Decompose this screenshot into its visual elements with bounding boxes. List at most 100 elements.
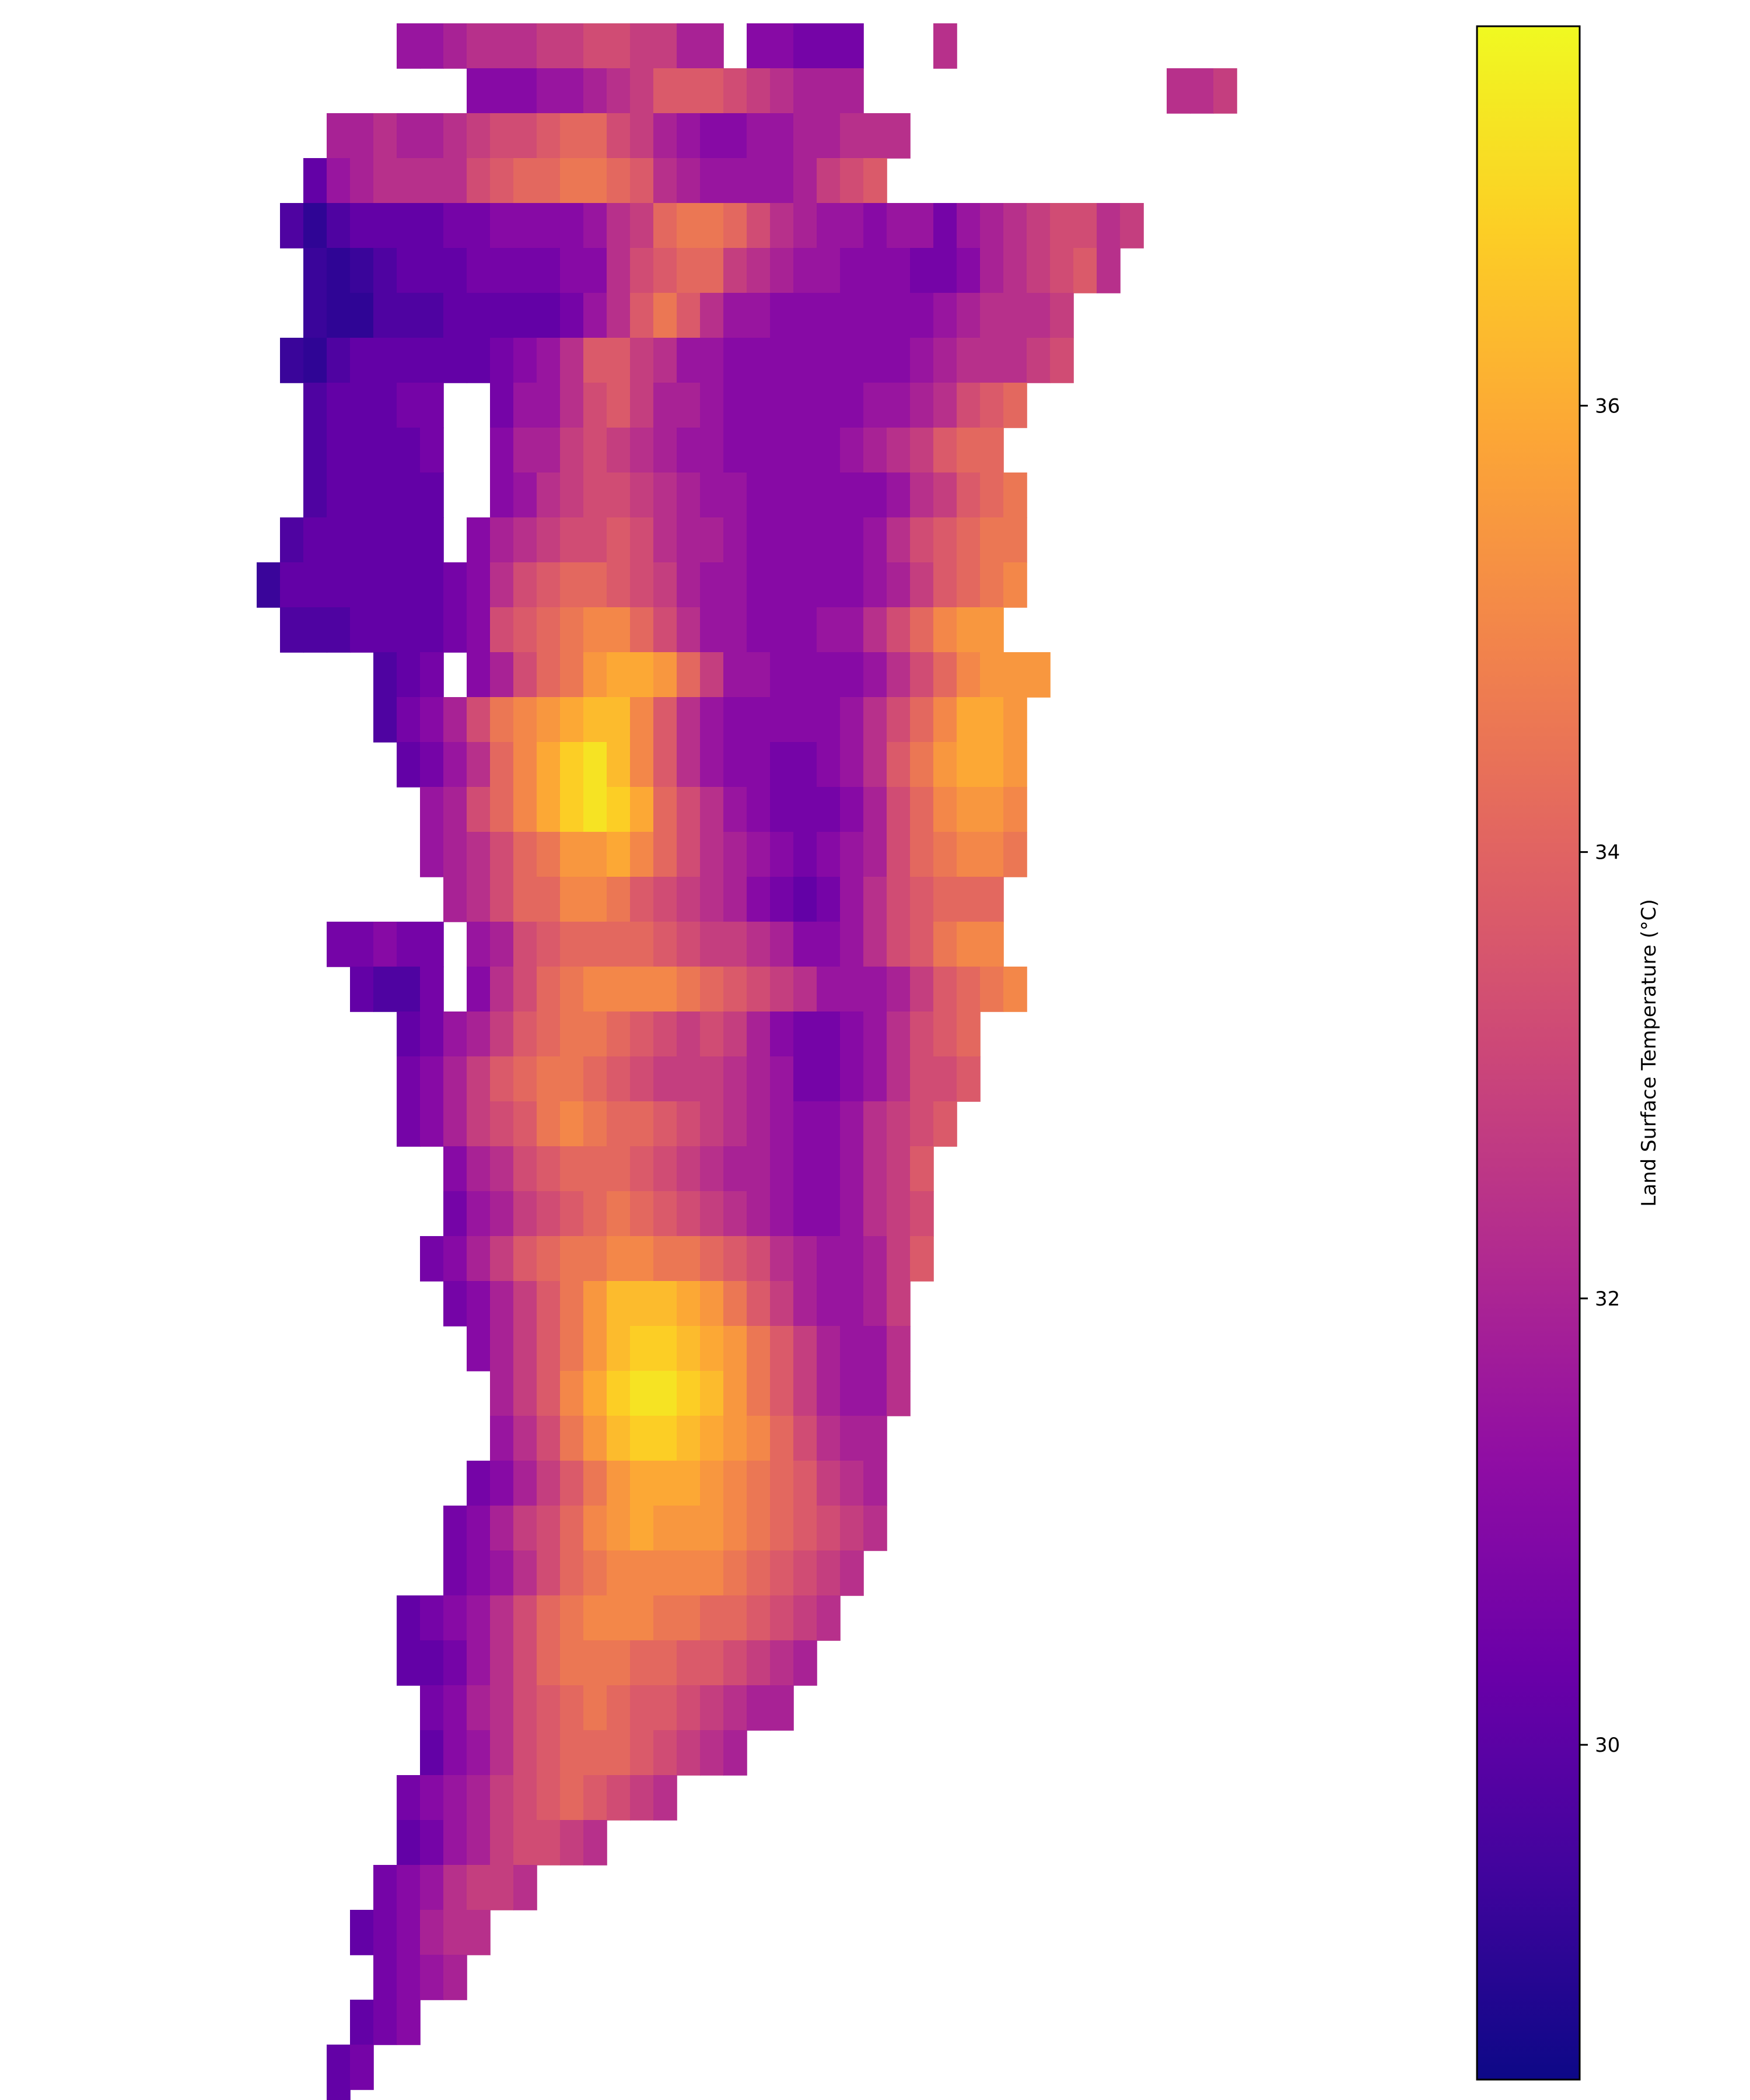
heatmap-cell — [303, 473, 327, 518]
heatmap-cell — [373, 428, 397, 473]
heatmap-cell — [513, 517, 537, 563]
heatmap-cell — [490, 1191, 514, 1237]
heatmap-cell — [490, 967, 514, 1012]
heatmap-cell — [980, 967, 1004, 1012]
heatmap-cell — [980, 652, 1004, 698]
heatmap-cell — [350, 158, 374, 204]
heatmap-cell — [957, 787, 981, 832]
heatmap-cell — [607, 652, 631, 698]
heatmap-cell — [677, 1326, 701, 1371]
heatmap-cell — [863, 1371, 887, 1416]
heatmap-cell — [630, 1056, 654, 1102]
heatmap-cell — [443, 1146, 467, 1192]
heatmap-cell — [373, 1910, 397, 1955]
heatmap-cell — [723, 428, 747, 473]
heatmap-cell — [933, 742, 957, 788]
heatmap-cell — [397, 1595, 421, 1641]
heatmap-cell — [513, 1416, 537, 1461]
heatmap-cell — [770, 1371, 794, 1416]
heatmap-cell — [933, 607, 957, 653]
heatmap-cell — [677, 1012, 701, 1057]
heatmap-cell — [840, 1146, 864, 1192]
heatmap-cell — [560, 1461, 584, 1506]
heatmap-cell — [397, 1012, 421, 1057]
heatmap-cell — [747, 742, 771, 788]
heatmap-cell — [630, 1685, 654, 1731]
heatmap-cell — [397, 2000, 421, 2045]
heatmap-cell — [817, 562, 841, 608]
heatmap-cell — [607, 1550, 631, 1596]
heatmap-cell — [887, 383, 911, 428]
heatmap-cell — [1003, 248, 1027, 293]
heatmap-cell — [583, 1506, 607, 1551]
heatmap-cell — [653, 877, 677, 922]
heatmap-cell — [677, 428, 701, 473]
heatmap-cell — [537, 1416, 561, 1461]
heatmap-cell — [770, 1101, 794, 1147]
heatmap-cell — [397, 607, 421, 653]
heatmap-cell — [607, 1595, 631, 1641]
heatmap-cell — [910, 1236, 934, 1282]
heatmap-cell — [327, 113, 351, 159]
heatmap-cell — [793, 1326, 817, 1371]
heatmap-cell — [467, 517, 491, 563]
heatmap-cell — [817, 922, 841, 967]
heatmap-cell — [793, 428, 817, 473]
heatmap-cell — [863, 338, 887, 383]
heatmap-cell — [490, 1236, 514, 1282]
heatmap-cell — [933, 832, 957, 877]
heatmap-cell — [770, 697, 794, 743]
heatmap-cell — [653, 1281, 677, 1326]
heatmap-cell — [513, 23, 537, 69]
heatmap-cell — [770, 158, 794, 204]
heatmap-cell — [840, 158, 864, 204]
heatmap-cell — [397, 517, 421, 563]
heatmap-cell — [1073, 248, 1097, 293]
heatmap-cell — [980, 473, 1004, 518]
heatmap-cell — [537, 787, 561, 832]
heatmap-cell — [700, 1461, 724, 1506]
heatmap-cell — [560, 832, 584, 877]
heatmap-cell — [863, 293, 887, 338]
heatmap-cell — [303, 203, 327, 249]
heatmap-cell — [700, 1550, 724, 1596]
heatmap-cell — [653, 1056, 677, 1102]
heatmap-cell — [280, 338, 304, 383]
heatmap-cell — [490, 1506, 514, 1551]
heatmap-cell — [910, 1101, 934, 1147]
heatmap-cell — [793, 203, 817, 249]
heatmap-cell — [583, 1461, 607, 1506]
heatmap-cell — [677, 1281, 701, 1326]
heatmap-cell — [607, 697, 631, 743]
heatmap-cell — [513, 742, 537, 788]
heatmap-cell — [537, 1146, 561, 1192]
heatmap-cell — [630, 1506, 654, 1551]
heatmap-cell — [443, 1550, 467, 1596]
heatmap-cell — [677, 203, 701, 249]
heatmap-cell — [817, 293, 841, 338]
heatmap-cell — [677, 1685, 701, 1731]
heatmap-cell — [467, 203, 491, 249]
heatmap-cell — [373, 1955, 397, 2000]
heatmap-cell — [817, 697, 841, 743]
heatmap-cell — [560, 1281, 584, 1326]
heatmap-cell — [863, 922, 887, 967]
heatmap-cell — [747, 338, 771, 383]
heatmap-cell — [677, 1416, 701, 1461]
heatmap-cell — [397, 1955, 421, 2000]
heatmap-cell — [747, 1236, 771, 1282]
heatmap-cell — [1050, 248, 1074, 293]
heatmap-cell — [560, 1640, 584, 1686]
heatmap-cell — [700, 697, 724, 743]
heatmap-cell — [560, 1101, 584, 1147]
heatmap-cell — [607, 113, 631, 159]
heatmap-cells — [257, 23, 1237, 2100]
heatmap-cell — [817, 877, 841, 922]
heatmap-cell — [933, 517, 957, 563]
heatmap-cell — [583, 1775, 607, 1821]
heatmap-cell — [560, 158, 584, 204]
heatmap-cell — [747, 1012, 771, 1057]
heatmap-cell — [443, 787, 467, 832]
heatmap-cell — [420, 338, 444, 383]
heatmap-cell — [583, 697, 607, 743]
